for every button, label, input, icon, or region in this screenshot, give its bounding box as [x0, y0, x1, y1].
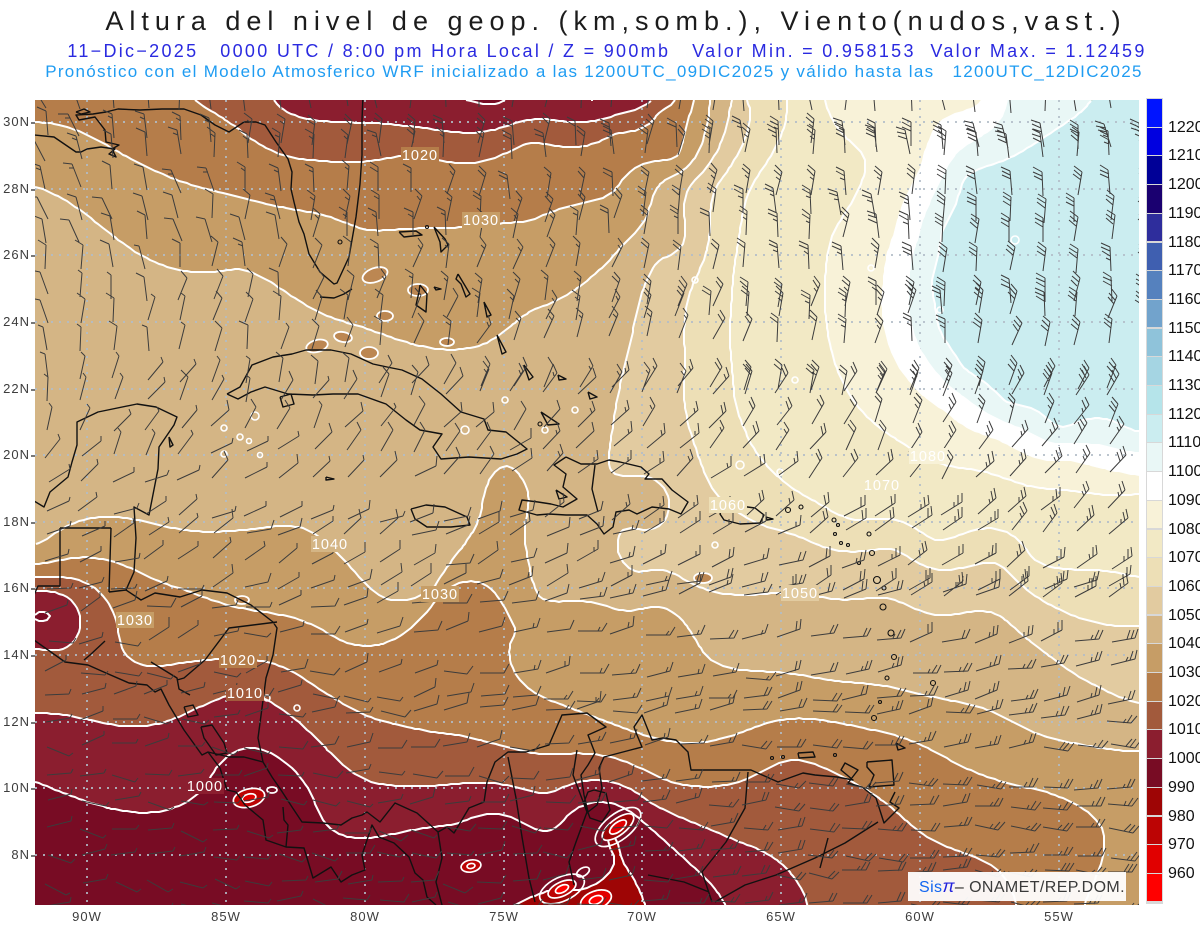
svg-text:1050: 1050 [782, 586, 818, 602]
svg-text:Sisπ– ONAMET/REP.DOM.: Sisπ– ONAMET/REP.DOM. [919, 876, 1125, 896]
svg-text:1070: 1070 [864, 478, 900, 494]
svg-text:1030: 1030 [422, 587, 458, 603]
svg-text:1030: 1030 [117, 613, 153, 629]
svg-text:1080: 1080 [910, 449, 946, 465]
svg-text:1020: 1020 [220, 653, 256, 669]
svg-text:1000: 1000 [187, 779, 223, 795]
svg-text:1010: 1010 [227, 686, 263, 702]
svg-text:1060: 1060 [710, 498, 746, 514]
svg-text:1030: 1030 [463, 213, 499, 229]
svg-text:1020: 1020 [402, 148, 438, 164]
svg-text:1040: 1040 [312, 537, 348, 553]
